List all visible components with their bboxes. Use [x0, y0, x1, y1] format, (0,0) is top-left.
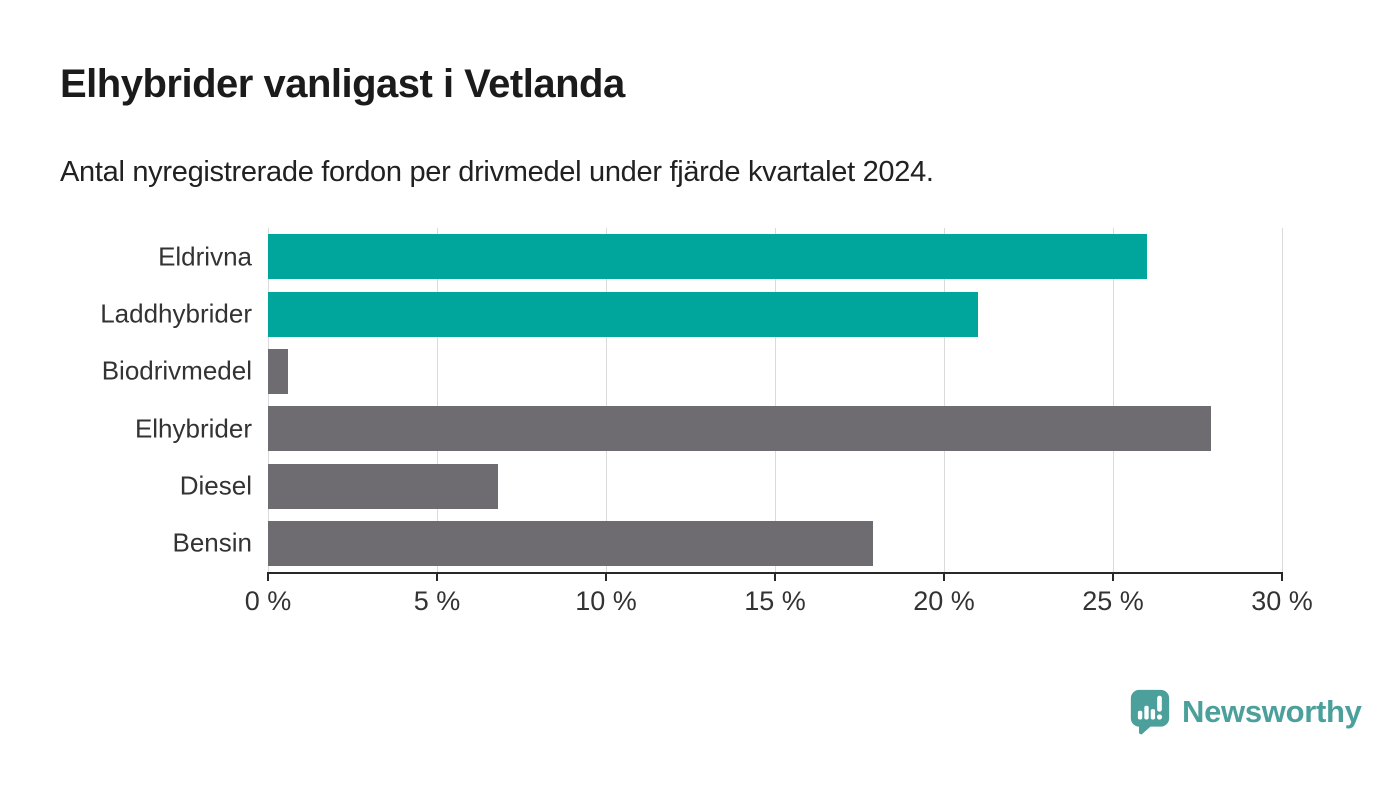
category-label: Eldrivna [158, 241, 252, 272]
x-axis-tick [1281, 572, 1283, 581]
x-axis-tick [943, 572, 945, 581]
x-axis-tick-label: 25 % [1082, 586, 1144, 616]
gridline [436, 228, 438, 572]
category-label: Elhybrider [134, 413, 252, 444]
category-label: Bensin [172, 527, 253, 558]
x-axis-tick-label: 20 % [913, 586, 975, 616]
gridline [267, 228, 269, 572]
bar-laddhybrider [268, 291, 978, 337]
category-label: Biodrivmedel [101, 355, 252, 386]
page-title: Elhybrider vanligast i Vetlanda [60, 62, 625, 106]
bar-eldrivna [268, 234, 1147, 280]
gridline [605, 228, 607, 572]
bar-elhybrider [268, 406, 1212, 452]
x-axis-tick [436, 572, 438, 581]
bar-diesel [268, 463, 498, 509]
x-axis-tick [1112, 572, 1114, 581]
category-label: Laddhybrider [100, 298, 252, 329]
gridline [1112, 228, 1114, 572]
x-axis-tick-label: 30 % [1251, 586, 1313, 616]
newsworthy-logo[interactable]: Newsworthy [1130, 689, 1362, 735]
x-axis-tick-label: 5 % [413, 586, 461, 616]
bar-bensin [268, 520, 874, 566]
x-axis-tick-label: 10 % [575, 586, 637, 616]
category-label: Diesel [179, 470, 252, 501]
gridline [1281, 228, 1283, 572]
x-axis-tick-label: 0 % [244, 586, 292, 616]
bar-biodrivmedel [268, 348, 289, 394]
gridline [943, 228, 945, 572]
x-axis-tick [267, 572, 269, 581]
x-axis-tick [774, 572, 776, 581]
newsworthy-pin-icon [1130, 689, 1170, 735]
x-axis-tick-label: 15 % [744, 586, 806, 616]
chart-subtitle: Antal nyregistrerade fordon per drivmede… [60, 156, 934, 188]
x-axis-tick [605, 572, 607, 581]
gridline [774, 228, 776, 572]
newsworthy-logo-text: Newsworthy [1182, 694, 1362, 729]
